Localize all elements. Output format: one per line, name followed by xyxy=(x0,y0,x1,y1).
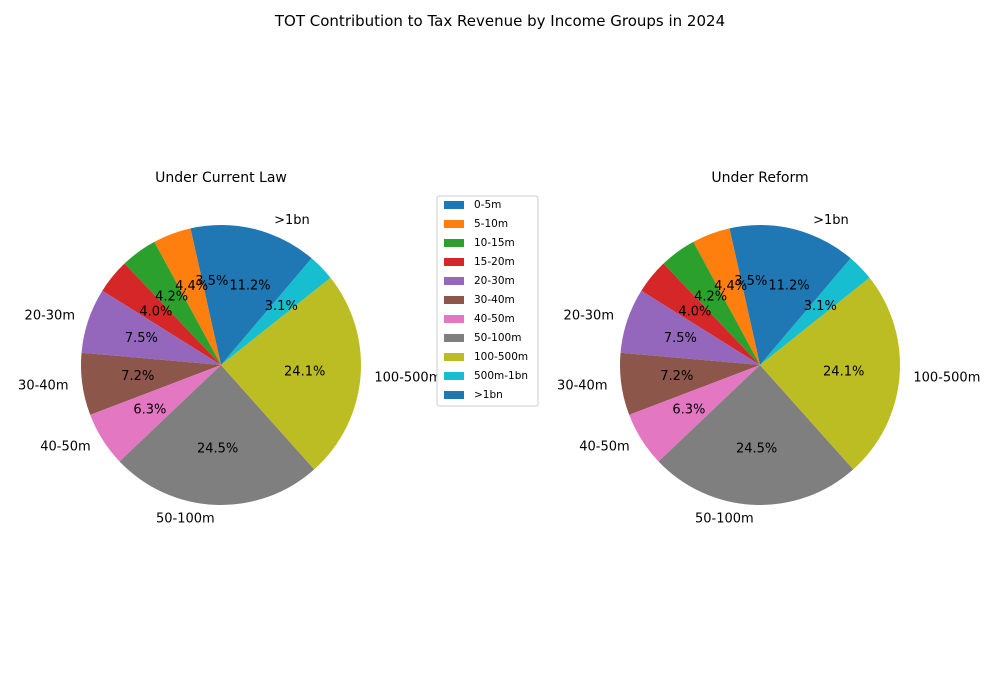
pie-outer-label: 40-50m xyxy=(579,440,629,455)
legend-label: 15-20m xyxy=(474,256,515,268)
pie-chart-current-law: Under Current Law 3.5%4.4%4.2%4.0% 7.5% 20… xyxy=(18,170,441,526)
legend-label: 500m-1bn xyxy=(474,370,528,382)
pie-slices-current-law xyxy=(80,225,361,505)
pie-outer-label: 20-30m xyxy=(564,309,614,324)
pie-labels-reform: 3.5%4.4%4.2%4.0% 7.5% 20-30m 7.2% 30-40m 6.3%… xyxy=(557,213,980,527)
pie-percent-label: 7.2% xyxy=(121,369,154,384)
pie-slice-50-100m xyxy=(119,365,315,505)
legend-items: 0-5m 5-10m 10-15m 15-20m 20-30m 30-40m 40-50m 5… xyxy=(444,199,528,401)
pie-slice-15-20m xyxy=(102,263,221,365)
pie-percent-label: 7.5% xyxy=(664,331,697,346)
pie-slices-reform xyxy=(619,224,900,505)
pie-outer-label: 30-40m xyxy=(557,379,607,394)
pie-slice-15-20m xyxy=(641,263,760,365)
legend-swatch-10-15m xyxy=(444,239,464,247)
pie-percent-label: 3.5% xyxy=(195,274,228,289)
legend-label: 20-30m xyxy=(474,275,515,287)
legend-swatch-100-500m xyxy=(444,353,464,361)
pie-percent-label: 24.1% xyxy=(823,365,864,380)
legend-swatch-1bn xyxy=(444,391,464,399)
pie-percent-label: 4.0% xyxy=(139,304,172,319)
figure-title: TOT Contribution to Tax Revenue by Incom… xyxy=(274,12,725,30)
pie-percent-label: 3.5% xyxy=(734,274,767,289)
pie-percent-label: 4.2% xyxy=(694,290,727,305)
pie-percent-label: 3.1% xyxy=(804,299,837,314)
pie-slice-40-50m xyxy=(90,365,221,462)
pie-slice-0-5m xyxy=(729,224,760,365)
pie-percent-label: 7.2% xyxy=(660,369,693,384)
pie-percent-label: 6.3% xyxy=(133,402,166,417)
legend-swatch-15-20m xyxy=(444,258,464,266)
pie-slice-50-100m xyxy=(658,365,854,505)
pie-outer-label: 40-50m xyxy=(40,440,90,455)
legend-label: 0-5m xyxy=(474,199,501,211)
pie-slice-5-10m xyxy=(693,228,760,365)
pie-percent-label: 4.0% xyxy=(678,304,711,319)
legend-label: 30-40m xyxy=(474,294,515,306)
pie-slice-30-40m xyxy=(80,352,221,415)
pie-slice-30-40m xyxy=(619,352,760,415)
pie-slice-10-15m xyxy=(663,241,760,365)
pie-percent-label: 11.2% xyxy=(229,279,270,294)
legend-label: 5-10m xyxy=(474,218,508,230)
pie-chart-reform: Under Reform 3.5%4.4%4.2%4.0% 7.5% 20-30m 7… xyxy=(557,170,980,526)
pie-outer-label: 50-100m xyxy=(156,511,215,526)
legend-label: >1bn xyxy=(474,389,503,401)
legend-label: 10-15m xyxy=(474,237,515,249)
pie-title-reform: Under Reform xyxy=(711,170,808,186)
pie-outer-label: 30-40m xyxy=(18,379,68,394)
pie-labels-current-law: 3.5%4.4%4.2%4.0% 7.5% 20-30m 7.2% 30-40m 6.3%… xyxy=(18,213,441,527)
legend-label: 40-50m xyxy=(474,313,515,325)
pie-percent-label: 24.1% xyxy=(284,365,325,380)
pie-slice-0-5m xyxy=(190,225,221,365)
pie-slice-1bn xyxy=(221,225,312,365)
pie-slice-10-15m xyxy=(124,241,221,365)
legend-label: 100-500m xyxy=(474,351,528,363)
pie-slice-100-500m xyxy=(221,277,361,470)
pie-percent-label: 4.4% xyxy=(175,279,208,294)
pie-percent-label: 4.4% xyxy=(714,279,747,294)
pie-slice-1bn xyxy=(760,225,851,365)
pie-percent-label: 4.2% xyxy=(155,290,188,305)
pie-percent-label: 3.1% xyxy=(265,299,298,314)
pie-outer-label: 100-500m xyxy=(374,371,441,386)
pie-percent-label: 11.2% xyxy=(768,279,809,294)
pie-title-current-law: Under Current Law xyxy=(155,170,287,186)
pie-slice-500m-1bn xyxy=(221,258,331,365)
pie-slice-5-10m xyxy=(154,228,221,365)
pie-percent-label: 7.5% xyxy=(125,331,158,346)
pie-outer-label: >1bn xyxy=(813,213,849,228)
legend-swatch-0-5m xyxy=(444,201,464,209)
pie-slice-40-50m xyxy=(629,365,760,462)
pie-percent-label: 24.5% xyxy=(197,441,238,456)
pie-outer-label: 50-100m xyxy=(695,511,754,526)
pie-slice-100-500m xyxy=(760,277,900,470)
legend-swatch-40-50m xyxy=(444,315,464,323)
legend-swatch-5-10m xyxy=(444,220,464,228)
legend-swatch-500m-1bn xyxy=(444,372,464,380)
legend-label: 50-100m xyxy=(474,332,521,344)
pie-slice-20-30m xyxy=(620,290,760,365)
pie-slice-20-30m xyxy=(81,290,221,365)
pie-percent-label: 6.3% xyxy=(672,402,705,417)
pie-outer-label: 20-30m xyxy=(25,309,75,324)
pie-outer-label: 100-500m xyxy=(913,371,980,386)
pie-percent-label: 24.5% xyxy=(736,441,777,456)
legend: 0-5m 5-10m 10-15m 15-20m 20-30m 30-40m 40-50m 5… xyxy=(436,195,539,407)
legend-swatch-30-40m xyxy=(444,296,464,304)
pie-slice-500m-1bn xyxy=(760,258,870,365)
legend-swatch-20-30m xyxy=(444,277,464,285)
pie-outer-label: >1bn xyxy=(274,213,310,228)
legend-swatch-50-100m xyxy=(444,334,464,342)
